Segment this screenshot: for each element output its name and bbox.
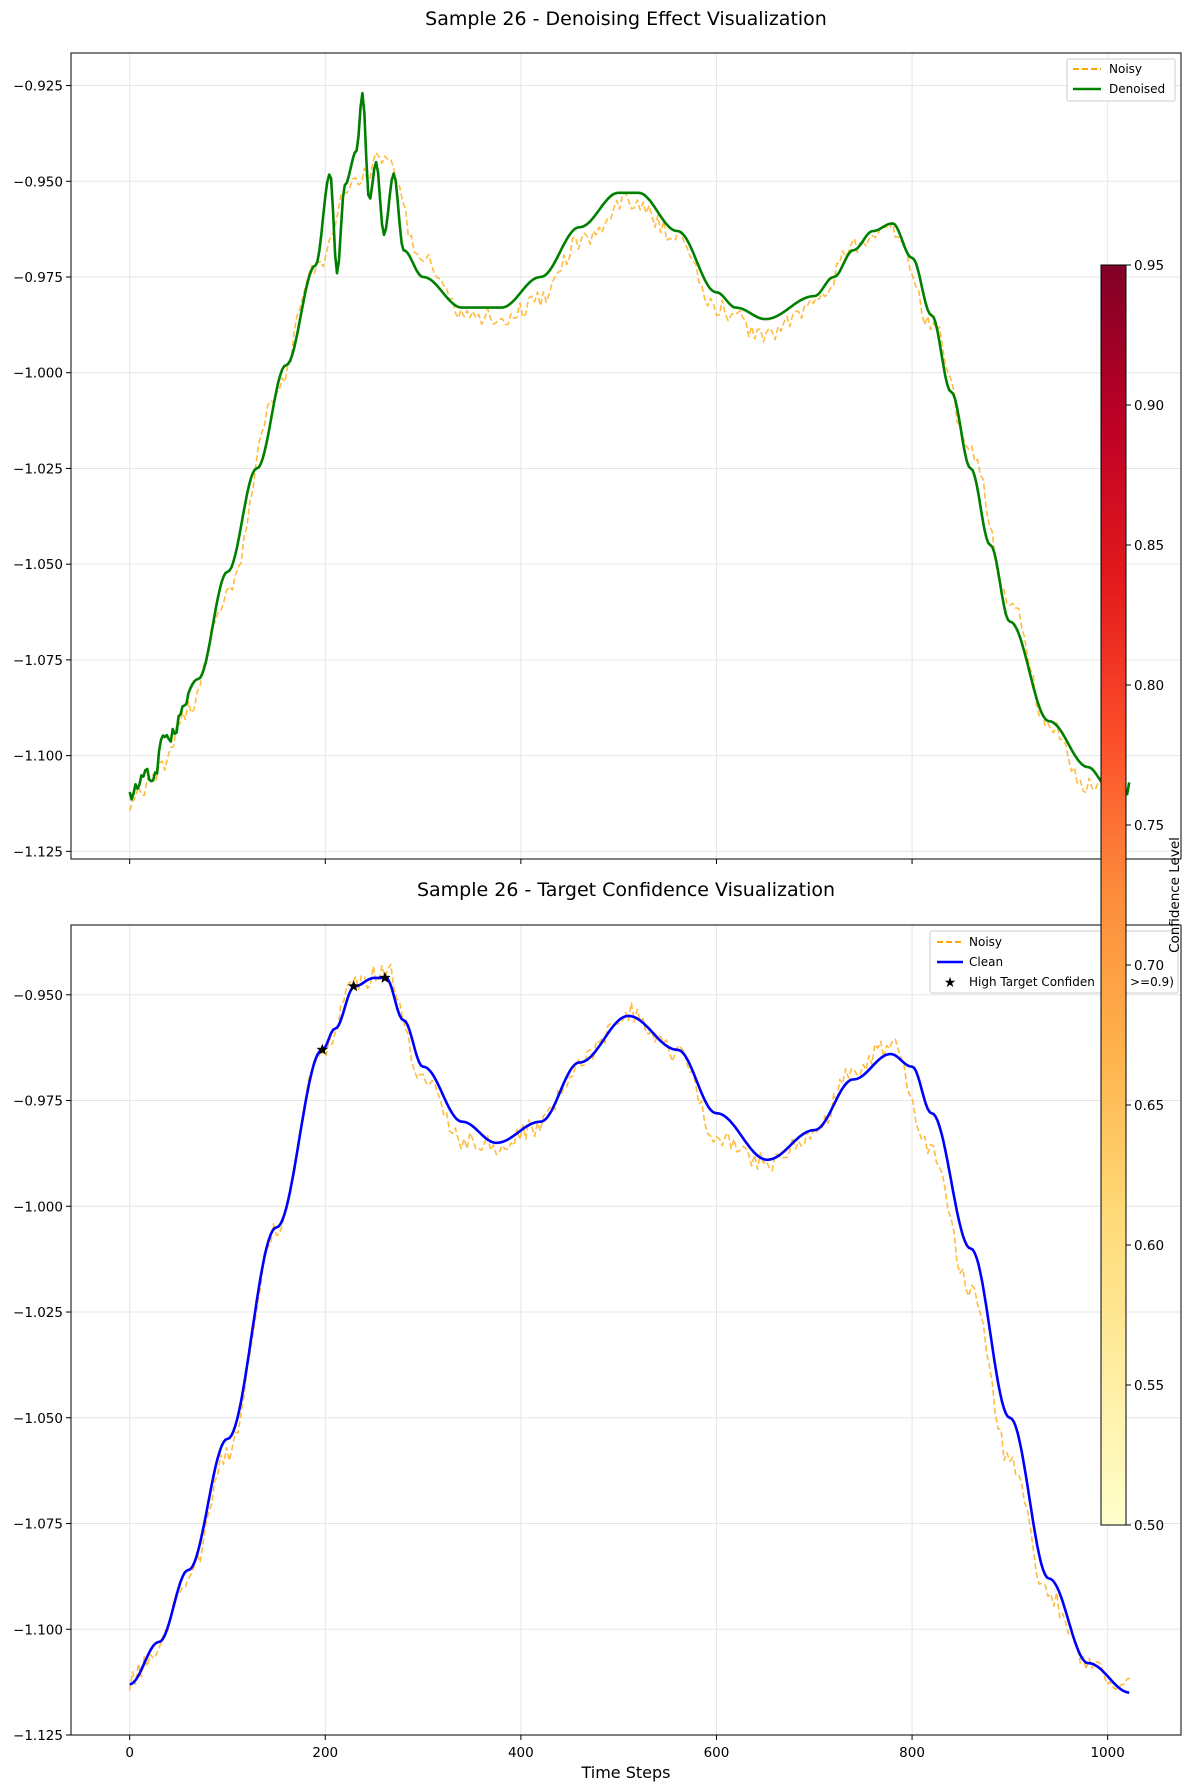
denoising-y-tick-label: −0.950 (13, 174, 63, 190)
legend-high-confidence-label: High Target Confiden (969, 975, 1095, 989)
high-confidence-star-marker (316, 1043, 328, 1055)
confidence-panel-title: Sample 26 - Target Confidence Visualizat… (417, 879, 835, 901)
colorbar-ticks: 0.50 0.55 0.60 0.65 0.70 0.75 0.80 0.85 0.90 0.95 (1126, 258, 1164, 1534)
denoising-y-tick-label: −1.075 (13, 653, 63, 669)
denoising-y-tick-label: −1.125 (13, 844, 63, 860)
confidence-x-tick-label: 200 (312, 1745, 338, 1761)
legend-noisy-label: Noisy (969, 935, 1002, 949)
confidence-panel: Sample 26 - Target Confidence Visualizat… (13, 879, 1182, 1782)
colorbar-tick-label: 0.65 (1134, 1098, 1164, 1114)
denoising-plot-frame (70, 52, 1182, 860)
legend-denoised-label: Denoised (1109, 82, 1165, 96)
confidence-clean-line (129, 976, 1130, 1694)
legend-star-swatch: ★ (944, 975, 957, 991)
confidence-y-tick-label: −1.000 (13, 1199, 63, 1215)
denoising-y-tick-label: −0.975 (13, 270, 63, 286)
high-confidence-star-marker (379, 971, 391, 983)
confidence-x-tick-label: 0 (125, 1745, 134, 1761)
denoising-panel: Sample 26 - Denoising Effect Visualizati… (13, 8, 1182, 864)
confidence-x-tick-label: 400 (508, 1745, 534, 1761)
confidence-y-tick-label: −1.100 (13, 1622, 63, 1638)
denoising-y-tick-label: −1.025 (13, 461, 63, 477)
confidence-plot-frame (70, 924, 1182, 1736)
confidence-y-tick-label: −1.125 (13, 1728, 63, 1744)
colorbar-tick-label: 0.55 (1134, 1378, 1164, 1394)
confidence-series-lines (128, 963, 1131, 1694)
colorbar-tick-label: 0.85 (1134, 538, 1164, 554)
high-confidence-markers (316, 971, 391, 1055)
confidence-y-tick-label: −1.050 (13, 1411, 63, 1427)
denoising-series-lines (128, 91, 1131, 811)
denoising-denoised-line (128, 91, 1131, 801)
confidence-x-tick-label: 800 (899, 1745, 925, 1761)
denoising-legend: Noisy Denoised (1066, 58, 1176, 102)
x-axis-label: Time Steps (580, 1763, 670, 1782)
denoising-y-tick-label: −1.000 (13, 366, 63, 382)
colorbar-tick-label: 0.80 (1134, 678, 1164, 694)
colorbar-bar (1100, 264, 1127, 1526)
confidence-colorbar: 0.50 0.55 0.60 0.65 0.70 0.75 0.80 0.85 0.90 0.95… (1100, 258, 1183, 1534)
denoising-y-tick-label: −1.050 (13, 557, 63, 573)
confidence-y-ticks: −1.125 −1.100 −1.075 −1.050 −1.025 −1.000 −0.9… (13, 988, 71, 1744)
high-confidence-star-marker (347, 980, 360, 992)
colorbar-tick-label: 0.70 (1134, 958, 1164, 974)
confidence-y-tick-label: −1.075 (13, 1517, 63, 1533)
denoising-panel-title: Sample 26 - Denoising Effect Visualizati… (425, 8, 827, 30)
colorbar-tick-label: 0.95 (1134, 258, 1164, 274)
confidence-x-tick-label: 1000 (1090, 1745, 1124, 1761)
legend-clean-label: Clean (969, 955, 1003, 969)
colorbar-label: Confidence Level (1167, 837, 1183, 953)
legend-noisy-label: Noisy (1109, 62, 1142, 76)
colorbar-tick-label: 0.50 (1134, 1518, 1164, 1534)
confidence-y-tick-label: −1.025 (13, 1305, 63, 1321)
legend-high-confidence-label-tail: >=0.9) (1130, 975, 1174, 989)
confidence-x-ticks: 0 200 400 600 800 1000 (125, 1735, 1125, 1761)
confidence-x-tick-label: 600 (704, 1745, 730, 1761)
confidence-y-tick-label: −0.950 (13, 988, 63, 1004)
denoising-y-tick-label: −0.925 (13, 79, 63, 95)
confidence-y-tick-label: −0.975 (13, 1094, 63, 1110)
colorbar-tick-label: 0.90 (1134, 398, 1164, 414)
colorbar-tick-label: 0.75 (1134, 818, 1164, 834)
colorbar-tick-label: 0.60 (1134, 1238, 1164, 1254)
denoising-y-ticks: −1.125 −1.100 −1.075 −1.050 −1.025 −1.000 −0.9… (13, 79, 71, 860)
denoising-y-tick-label: −1.100 (13, 749, 63, 765)
